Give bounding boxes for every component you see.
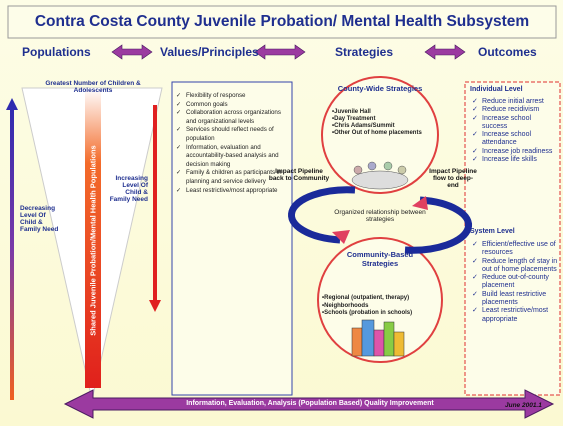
list-item: Flexibility of response [176, 92, 288, 101]
list-item: Juvenile Hall [332, 109, 432, 116]
bar-label: Shared Juvenile Probation/Mental Health … [89, 91, 98, 391]
left-arrow-label: Impact Pipeline back to Community [268, 168, 330, 182]
list-item: Increase school attendance [472, 131, 558, 148]
county-title: County-Wide Strategies [330, 84, 430, 93]
decreasing-arrow [6, 98, 18, 400]
column-heading: Outcomes [478, 45, 537, 59]
list-item: Least restrictive/most appropriate [176, 187, 288, 196]
increasing-label: Increasing Level Of Child & Family Need [108, 175, 148, 203]
list-item: Information, evaluation and accountabili… [176, 144, 288, 170]
list-item: Common goals [176, 101, 288, 110]
decreasing-label: Decreasing Level Of Child & Family Need [20, 205, 60, 233]
list-item: Build least restrictive placements [472, 291, 558, 308]
footer-banner: Information, Evaluation, Analysis (Popul… [95, 400, 525, 407]
cycle-arrowhead-right [412, 196, 428, 210]
diagram-shapes [0, 0, 563, 426]
list-item: Other Out of home placements [332, 130, 432, 137]
county-list: Juvenile HallDay TreatmentChris Adams/Su… [332, 109, 432, 137]
right-arrow-label: Impact Pipeline flow to deep-end [428, 168, 478, 189]
list-item: Schools (probation in schools) [322, 310, 432, 318]
list-item: Least restrictive/most appropriate [472, 307, 558, 324]
individual-list: Reduce initial arrestReduce recidivismIn… [472, 98, 558, 164]
center-label: Organized relationship between strategie… [330, 209, 430, 223]
community-title: Community-Based Strategies [340, 250, 420, 268]
individual-title: Individual Level [470, 86, 523, 93]
list-item: Increase job readiness [472, 148, 558, 156]
title: Contra Costa County Juvenile Probation/ … [8, 13, 556, 31]
column-heading: Populations [22, 45, 91, 59]
list-item: Chris Adams/Summit [332, 123, 432, 130]
community-list: Regional (outpatient, therapy)Neighborho… [322, 295, 432, 318]
slide: Contra Costa County Juvenile Probation/ … [0, 0, 563, 426]
list-item: Regional (outpatient, therapy) [322, 295, 432, 303]
date: June 2001.1 [505, 402, 542, 409]
list-item: Increase life skills [472, 156, 558, 164]
cycle-arrow-right [405, 200, 469, 250]
list-item: Neighborhoods [322, 303, 432, 311]
list-item: Reduce recidivism [472, 106, 558, 114]
column-heading: Values/Principles [160, 45, 259, 59]
list-item: Collaboration across organizations and o… [176, 109, 288, 126]
column-heading: Strategies [335, 45, 393, 59]
list-item: Increase school success [472, 115, 558, 132]
system-title: System Level [470, 228, 515, 235]
list-item: Services should reflect needs of populat… [176, 126, 288, 143]
list-item: Reduce out-of-county placement [472, 274, 558, 291]
list-item: Efficient/effective use of resources [472, 241, 558, 258]
list-item: Reduce length of stay in out of home pla… [472, 258, 558, 275]
list-item: Day Treatment [332, 116, 432, 123]
system-list: Efficient/effective use of resourcesRedu… [472, 241, 558, 324]
list-item: Reduce initial arrest [472, 98, 558, 106]
